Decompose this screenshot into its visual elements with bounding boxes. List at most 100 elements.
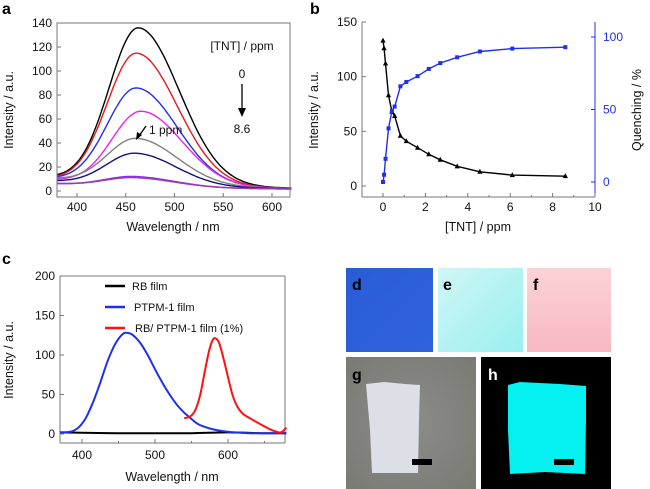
- chart-c-xtick-label: 400: [72, 448, 92, 462]
- chart-a-series-line: [57, 152, 292, 190]
- chart-a-ytick-label: 60: [39, 112, 53, 126]
- chart-a: 400 450 500 550 600 0 20 40 60 80 100 120 140 Wavele…: [2, 16, 292, 234]
- photo-f: [527, 268, 611, 352]
- chart-c-ytick-label: 200: [35, 269, 55, 283]
- chart-c-ylabel: Intensity / a.u.: [2, 321, 16, 399]
- panel-label-a: a: [2, 1, 11, 18]
- chart-a-xtick-label: 500: [164, 200, 184, 214]
- chart-c-series: [60, 331, 288, 435]
- chart-b-point-quenching: [383, 156, 388, 161]
- chart-b-xtick-label: 0: [380, 200, 387, 214]
- chart-b-point-quenching: [386, 126, 391, 131]
- chart-c-legend: RB film PTPM-1 film RB/ PTPM-1 film (1%): [105, 281, 243, 335]
- chart-b-point-intensity: [477, 168, 483, 174]
- chart-a-legend-title: [TNT] / ppm: [210, 39, 273, 53]
- scale-bar-h: [554, 459, 574, 465]
- chart-b-ytick-label: 100: [337, 70, 357, 84]
- chart-b-point-intensity: [381, 45, 387, 51]
- chart-b-point-quenching: [563, 45, 568, 50]
- chart-a-xtick-label: 550: [213, 200, 233, 214]
- chart-b-point-quenching: [438, 61, 443, 66]
- legend-label-ptpm: PTPM-1 film: [134, 302, 195, 314]
- panel-label-e: e: [443, 277, 452, 294]
- chart-a-series-line: [57, 52, 292, 189]
- chart-b-point-intensity: [562, 173, 568, 179]
- chart-b-point-intensity: [454, 163, 460, 169]
- chart-a-start-label: 0: [239, 67, 246, 81]
- chart-b-xlabel: [TNT] / ppm: [445, 220, 511, 234]
- chart-b-point-intensity: [385, 92, 392, 98]
- chart-b-xtick-label: 8: [549, 200, 556, 214]
- chart-a-series-line: [57, 27, 292, 189]
- photo-h-film: [508, 382, 586, 474]
- photo-e: [438, 268, 523, 352]
- chart-b-xtick-label: 6: [507, 200, 514, 214]
- chart-b-point-intensity: [392, 113, 398, 119]
- chart-c-ytick-label: 150: [35, 309, 55, 323]
- panel-label-h: h: [488, 367, 498, 384]
- chart-b-point-quenching: [455, 55, 460, 60]
- chart-b-point-intensity: [403, 138, 409, 144]
- chart-c-series-line-2: [183, 337, 288, 434]
- chart-a-series-line: [57, 176, 292, 190]
- panel-label-d: d: [352, 277, 362, 294]
- chart-a-ytick-label: 80: [39, 88, 53, 102]
- chart-a-series: [57, 27, 292, 190]
- chart-b-ytick-label: 50: [344, 124, 358, 138]
- chart-a-xtick-label: 400: [67, 200, 87, 214]
- panel-label-g: g: [352, 367, 362, 384]
- chart-b-point-intensity: [380, 37, 386, 43]
- chart-c-xtick-label: 600: [218, 448, 238, 462]
- chart-b-point-quenching: [398, 84, 403, 89]
- chart-a-1ppm-arrowhead: [136, 132, 142, 140]
- chart-b-point-quenching: [382, 172, 387, 177]
- chart-a-1ppm-label: 1 ppm: [149, 123, 182, 137]
- chart-a-series-line: [57, 137, 292, 190]
- chart-b-ytick-label: 0: [350, 179, 357, 193]
- chart-c-ticks: 400 500 600 0 50 100 150 200: [35, 269, 265, 462]
- chart-a-ytick-label: 120: [32, 40, 52, 54]
- scale-bar-g: [412, 459, 432, 465]
- chart-b-point-intensity: [382, 60, 389, 66]
- panel-label-b: b: [310, 1, 320, 18]
- chart-b-ytick-label: 150: [337, 15, 357, 29]
- chart-c-xlabel: Wavelength / nm: [125, 470, 218, 484]
- chart-a-end-label: 8.6: [234, 122, 251, 136]
- chart-c-ytick-label: 100: [35, 348, 55, 362]
- chart-c-xtick-label: 500: [145, 448, 165, 462]
- chart-a-ytick-label: 140: [32, 16, 52, 30]
- chart-a-series-line: [57, 110, 292, 190]
- chart-b-point-quenching: [381, 180, 385, 184]
- chart-b-point-quenching: [389, 108, 394, 113]
- chart-a-xtick-label: 450: [116, 200, 136, 214]
- chart-b-point-quenching: [404, 79, 409, 84]
- chart-b-xtick-label: 4: [464, 200, 471, 214]
- chart-b-point-quenching: [392, 104, 397, 109]
- chart-a-ticks: 400 450 500 550 600 0 20 40 60 80 100 120 140: [32, 16, 282, 214]
- legend-label-rb: RB film: [132, 281, 167, 293]
- chart-b-point-quenching: [426, 66, 431, 71]
- chart-b-point-quenching: [477, 49, 482, 54]
- chart-c-ytick-label: 0: [48, 427, 55, 441]
- chart-b-point-intensity: [437, 156, 443, 162]
- chart-b-series-line-quenching: [382, 46, 566, 183]
- chart-b-series-line-intensity: [382, 40, 566, 177]
- chart-b-point-intensity: [397, 132, 403, 138]
- chart-a-xlabel: Wavelength / nm: [126, 220, 219, 234]
- chart-c-ytick-label: 50: [42, 388, 56, 402]
- chart-c-series-line-1: [60, 331, 287, 435]
- panel-label-c: c: [2, 251, 11, 268]
- chart-a-ytick-label: 0: [45, 184, 52, 198]
- panel-label-f: f: [533, 277, 539, 294]
- chart-c: 400 500 600 0 50 100 150 200 RB film PTPM-1 fil…: [2, 269, 288, 484]
- chart-a-ytick-label: 40: [39, 136, 53, 150]
- chart-a-ytick-label: 20: [39, 160, 53, 174]
- chart-b-y2tick-label: 0: [603, 175, 610, 189]
- chart-b-ylabel: Intensity / a.u.: [307, 71, 321, 149]
- chart-b-xtick-label: 2: [422, 200, 429, 214]
- chart-a-ytick-label: 100: [32, 64, 52, 78]
- chart-b-y2tick-label: 50: [603, 103, 617, 117]
